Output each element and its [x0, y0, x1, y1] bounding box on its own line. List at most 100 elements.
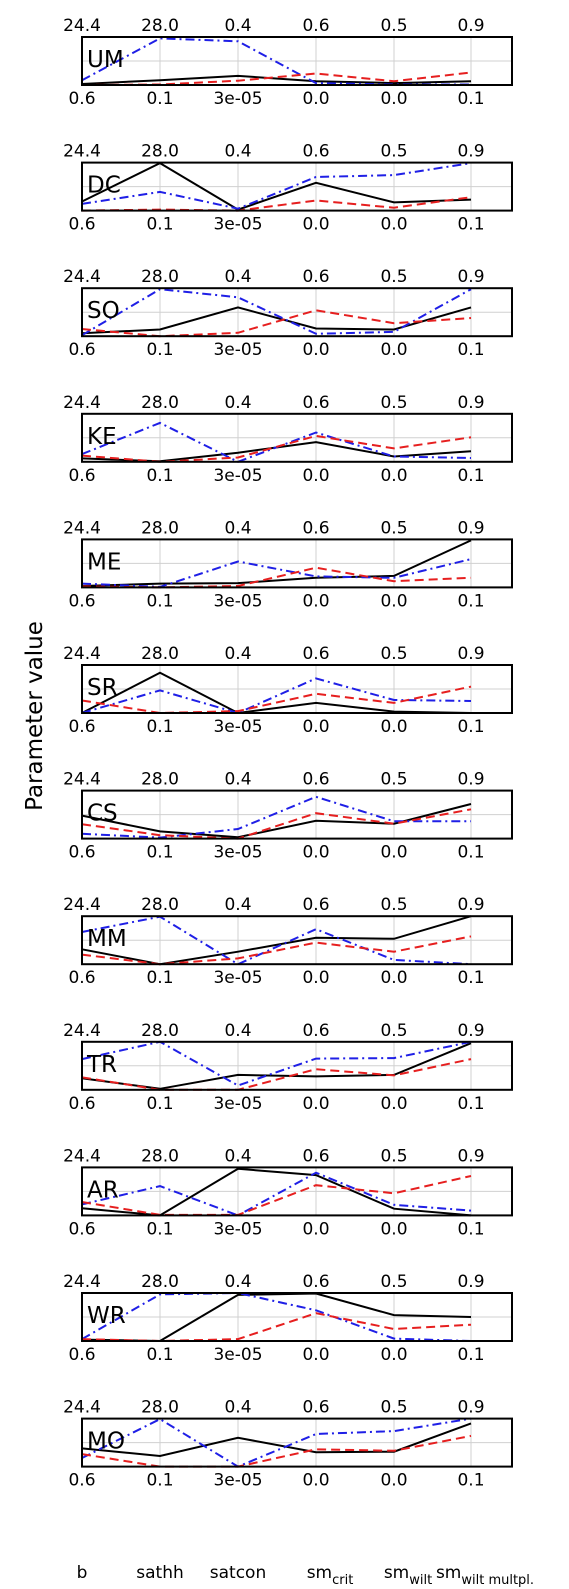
- panel-frame: [81, 1166, 513, 1217]
- panel-ar: AR 24.4 0.6 28.0 0.1 0.4 3e-05 0.6 0.0 0.5 0.0 0.9 0…: [63, 1146, 513, 1239]
- panel-label: MO: [87, 1429, 125, 1455]
- tick-label-bottom: 0.0: [302, 591, 329, 611]
- tick-label-bottom: 0.0: [380, 968, 407, 988]
- panel-mm: MM 24.4 0.6 28.0 0.1 0.4 3e-05 0.6 0.0 0.5 0.0 0.9 0…: [63, 895, 513, 988]
- tick-label-bottom: 0.6: [68, 340, 95, 360]
- series-line-dashed: [81, 935, 472, 966]
- panel-mo: MO 24.4 0.6 28.0 0.1 0.4 3e-05 0.6 0.0 0.5 0.0 0.9 0…: [63, 1398, 513, 1491]
- tick-label-top: 0.4: [224, 644, 251, 664]
- tick-label-bottom: 0.1: [146, 466, 173, 486]
- tick-label-top: 0.9: [457, 770, 484, 790]
- tick-label-bottom: 0.1: [146, 1094, 173, 1114]
- series-line-solid: [81, 306, 472, 335]
- panel-label: UM: [87, 47, 124, 73]
- tick-label-top: 24.4: [63, 16, 101, 36]
- tick-label-bottom: 0.0: [302, 340, 329, 360]
- tick-label-top: 0.9: [457, 895, 484, 915]
- tick-label-bottom: 0.1: [146, 1345, 173, 1365]
- panel-frame: [81, 412, 513, 463]
- tick-label-bottom: 3e-05: [213, 89, 262, 109]
- tick-label-bottom: 0.0: [380, 1094, 407, 1114]
- tick-label-bottom: 0.0: [380, 89, 407, 109]
- tick-label-bottom: 0.6: [68, 591, 95, 611]
- tick-label-top: 28.0: [141, 895, 179, 915]
- panel-dc: DC 24.4 0.6 28.0 0.1 0.4 3e-05 0.6 0.0 0.5 0.0 0.9 0…: [63, 142, 513, 235]
- tick-label-bottom: 0.0: [302, 1345, 329, 1365]
- series-line-dashdot: [81, 915, 472, 966]
- series-line-dashed: [81, 1312, 472, 1343]
- panel-wr: WR 24.4 0.6 28.0 0.1 0.4 3e-05 0.6 0.0 0.5 0.0 0.9 0…: [63, 1272, 513, 1365]
- series-line-dashdot: [81, 162, 472, 210]
- parameter-names: b sathh satcon smcrit smwilt smwilt multpl.: [77, 1563, 534, 1588]
- tick-label-top: 0.6: [302, 1146, 329, 1166]
- tick-label-bottom: 0.1: [457, 843, 484, 863]
- tick-label-top: 0.4: [224, 1398, 251, 1418]
- parameter-subscript: crit: [332, 1573, 353, 1588]
- series-line-solid: [81, 539, 472, 587]
- tick-label-bottom: 0.6: [68, 968, 95, 988]
- series-line-dashed: [81, 1058, 472, 1091]
- series-line-solid: [81, 1167, 472, 1217]
- series-line-dashed: [81, 309, 472, 338]
- panel-so: SO 24.4 0.6 28.0 0.1 0.4 3e-05 0.6 0.0 0.5 0.0 0.9 0…: [63, 267, 513, 360]
- tick-label-bottom: 0.1: [146, 340, 173, 360]
- parameter-subscript: wilt: [409, 1573, 432, 1588]
- parameter-name: smwilt multpl.: [436, 1563, 534, 1588]
- tick-label-top: 0.4: [224, 895, 251, 915]
- panel-tr: TR 24.4 0.6 28.0 0.1 0.4 3e-05 0.6 0.0 0.5 0.0 0.9 0…: [63, 1021, 513, 1114]
- series-line-solid: [81, 74, 472, 85]
- tick-label-top: 0.5: [380, 16, 407, 36]
- tick-label-top: 0.4: [224, 1021, 251, 1041]
- tick-label-top: 28.0: [141, 644, 179, 664]
- series-line-dashdot: [81, 795, 471, 839]
- tick-label-bottom: 3e-05: [213, 1345, 262, 1365]
- series-line-dashed: [81, 808, 472, 840]
- series-line-solid: [81, 1042, 472, 1090]
- tick-label-top: 28.0: [141, 142, 179, 162]
- panel-label: ME: [87, 549, 121, 575]
- panel-frame: [81, 1040, 513, 1091]
- panel-um: UM 24.4 0.6 28.0 0.1 0.4 3e-05 0.6 0.0 0.5 0.0 0.9 0…: [63, 16, 513, 109]
- tick-label-top: 24.4: [63, 1398, 101, 1418]
- parameter-name: smcrit: [307, 1563, 354, 1588]
- series-line-dashed: [81, 566, 472, 589]
- parameter-name: smwilt: [384, 1563, 432, 1588]
- panel-label: TR: [86, 1052, 117, 1078]
- tick-label-bottom: 0.1: [146, 215, 173, 235]
- series-line-solid: [81, 671, 472, 715]
- tick-label-bottom: 0.1: [146, 717, 173, 737]
- tick-label-bottom: 3e-05: [213, 466, 262, 486]
- tick-label-bottom: 3e-05: [213, 717, 262, 737]
- tick-label-top: 0.9: [457, 267, 484, 287]
- tick-label-top: 0.9: [457, 644, 484, 664]
- tick-label-bottom: 0.0: [302, 89, 329, 109]
- tick-label-bottom: 0.0: [380, 1219, 407, 1239]
- tick-label-top: 0.4: [224, 142, 251, 162]
- series-line-solid: [81, 915, 472, 966]
- panel-frame: [81, 1417, 513, 1468]
- tick-label-bottom: 0.6: [68, 843, 95, 863]
- tick-label-bottom: 0.6: [68, 1219, 95, 1239]
- parameter-name: satcon: [210, 1563, 266, 1583]
- parameter-name: sathh: [136, 1563, 184, 1583]
- tick-label-top: 0.5: [380, 895, 407, 915]
- series-line-dashdot: [81, 1040, 472, 1087]
- tick-label-bottom: 0.1: [146, 1219, 173, 1239]
- tick-label-top: 0.6: [302, 518, 329, 538]
- tick-label-top: 0.6: [302, 393, 329, 413]
- tick-label-top: 0.6: [302, 770, 329, 790]
- tick-label-top: 24.4: [63, 393, 101, 413]
- tick-label-bottom: 0.1: [457, 340, 484, 360]
- tick-label-bottom: 0.0: [302, 717, 329, 737]
- tick-label-top: 0.6: [302, 644, 329, 664]
- series-line-dashdot: [81, 1291, 472, 1342]
- tick-label-top: 0.4: [224, 518, 251, 538]
- tick-label-bottom: 0.6: [68, 215, 95, 235]
- tick-label-bottom: 0.6: [68, 89, 95, 109]
- series-line-dashed: [81, 71, 472, 86]
- panel-label: KE: [87, 424, 117, 450]
- tick-label-top: 24.4: [63, 1272, 101, 1292]
- tick-label-top: 24.4: [63, 895, 101, 915]
- tick-label-bottom: 3e-05: [213, 1471, 262, 1491]
- tick-label-top: 24.4: [63, 1146, 101, 1166]
